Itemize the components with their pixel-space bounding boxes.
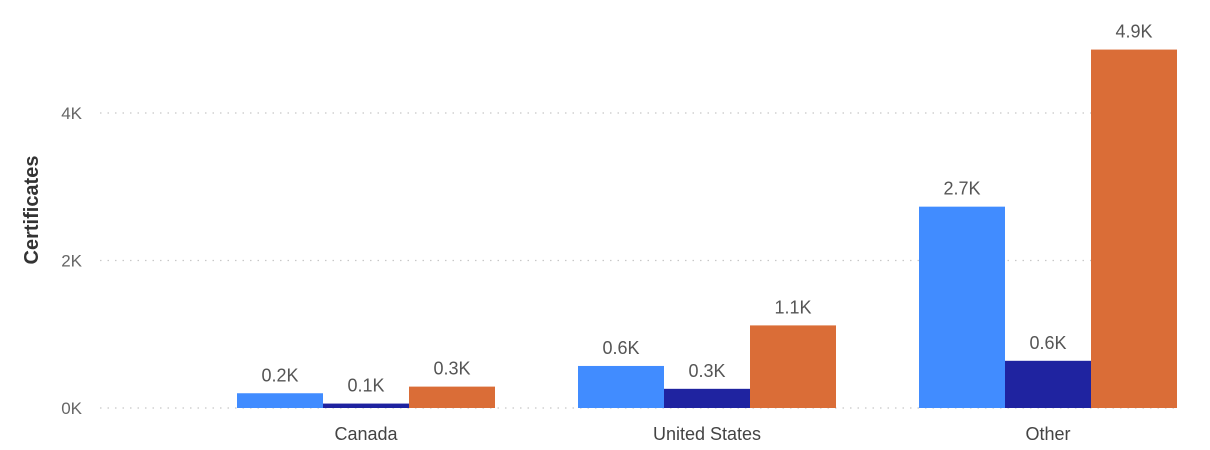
data-label-united-states-series-1: 0.6K bbox=[602, 338, 639, 358]
bar-other-series-1 bbox=[919, 206, 1005, 408]
x-axis-categories: Canada United States Other bbox=[334, 424, 1070, 444]
data-label-canada-series-2: 0.1K bbox=[347, 376, 384, 396]
category-label-other: Other bbox=[1025, 424, 1070, 444]
bar-united-states-series-2 bbox=[664, 388, 750, 408]
data-label-united-states-series-2: 0.3K bbox=[688, 361, 725, 381]
data-label-other-series-2: 0.6K bbox=[1029, 333, 1066, 353]
y-axis-title: Certificates bbox=[21, 156, 43, 265]
data-label-other-series-3: 4.9K bbox=[1115, 22, 1152, 42]
bar-united-states-series-3 bbox=[750, 325, 836, 408]
category-label-canada: Canada bbox=[334, 424, 398, 444]
y-tick-label-1: 2K bbox=[61, 252, 82, 271]
bar-other-series-2 bbox=[1005, 360, 1091, 408]
data-label-united-states-series-3: 1.1K bbox=[774, 297, 811, 317]
data-label-canada-series-1: 0.2K bbox=[261, 365, 298, 385]
y-axis-ticks: 0K 2K 4K bbox=[61, 104, 82, 418]
y-tick-label-0: 0K bbox=[61, 399, 82, 418]
category-label-united-states: United States bbox=[653, 424, 761, 444]
y-tick-label-2: 4K bbox=[61, 104, 82, 123]
data-label-canada-series-3: 0.3K bbox=[433, 359, 470, 379]
data-labels: 0.2K 0.1K 0.3K 0.6K 0.3K 1.1K 2.7K 0.6K 4.9K bbox=[261, 22, 1152, 396]
bars bbox=[237, 49, 1177, 408]
bar-canada-series-1 bbox=[237, 393, 323, 408]
bar-united-states-series-1 bbox=[578, 365, 664, 408]
bar-other-series-3 bbox=[1091, 49, 1177, 408]
bar-canada-series-3 bbox=[409, 386, 495, 408]
data-label-other-series-1: 2.7K bbox=[943, 179, 980, 199]
bar-canada-series-2 bbox=[323, 403, 409, 408]
